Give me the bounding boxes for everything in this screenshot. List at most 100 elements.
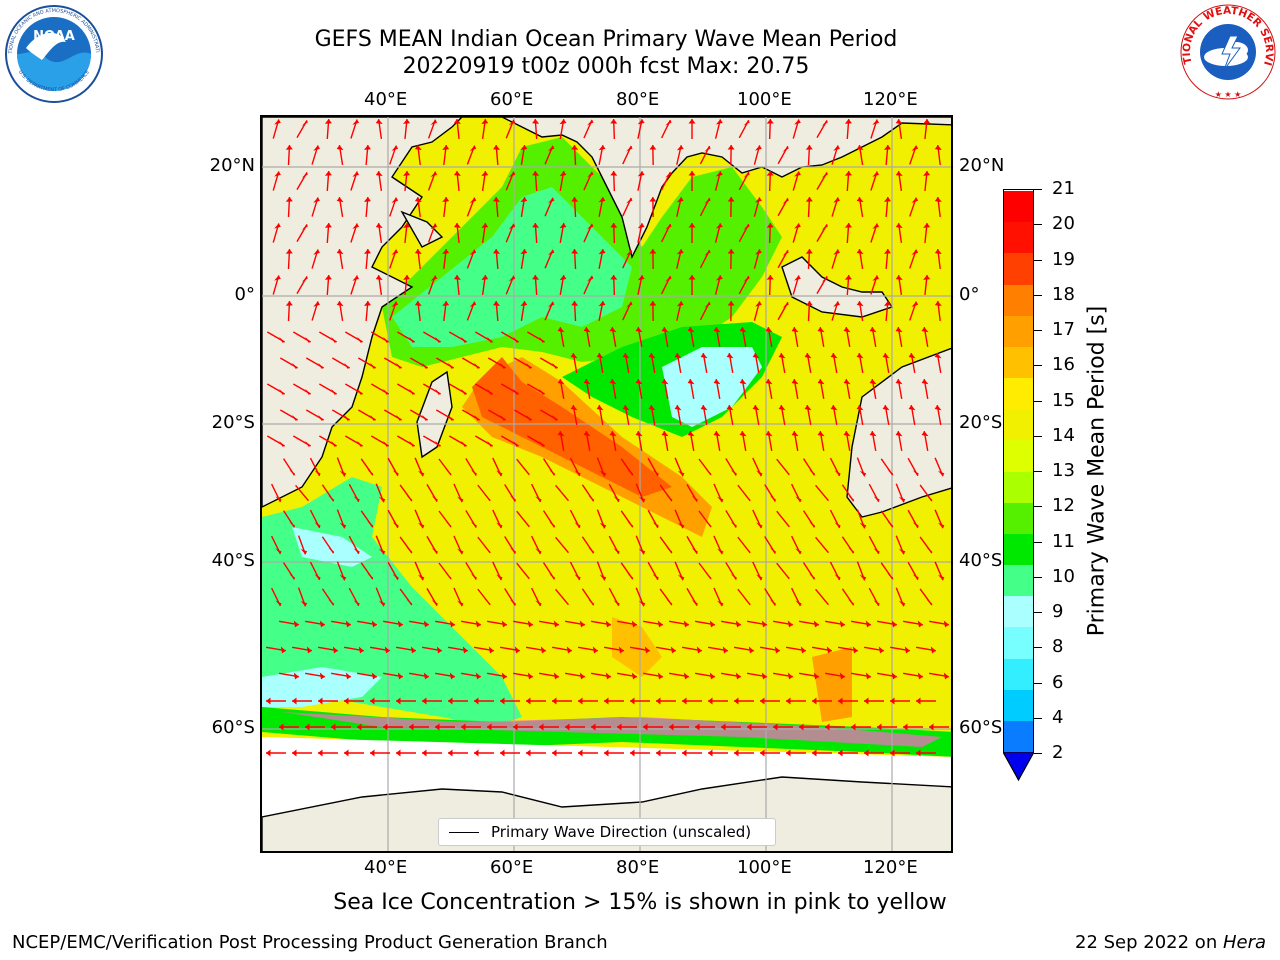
wave-arrow-head — [821, 172, 828, 178]
wave-arrow-head — [817, 431, 825, 437]
wave-arrow-head — [833, 301, 840, 307]
wave-arrow-head — [547, 301, 555, 308]
wave-arrow-head — [513, 723, 518, 731]
wave-arrow-head — [493, 197, 501, 202]
wave-arrow-head — [496, 470, 503, 477]
wave-arrow-head — [766, 275, 774, 280]
wave-arrow-head — [417, 574, 425, 581]
wave-arrow-head — [630, 749, 635, 757]
wave-arrow-head — [442, 197, 450, 202]
wave-arrow-head — [285, 249, 293, 254]
wave-arrow-head — [717, 600, 724, 607]
wave-arrow-head — [726, 353, 734, 359]
wave-arrow-head — [682, 749, 687, 757]
wave-arrow-head — [895, 171, 903, 177]
wave-arrow-head — [773, 723, 778, 731]
wave-arrow-head — [727, 197, 735, 202]
wave-arrow-head — [539, 388, 545, 395]
wave-arrow-head — [314, 522, 321, 528]
wave-period-map — [262, 117, 951, 851]
wave-arrow-head — [783, 469, 790, 475]
wave-arrow-head — [877, 723, 882, 731]
wave-arrow-head — [838, 697, 843, 705]
wave-arrow-head — [743, 172, 750, 178]
wave-arrow-head — [869, 379, 877, 385]
wave-arrow-head — [587, 275, 594, 282]
wave-arrow-head — [627, 469, 634, 476]
wave-arrow-head — [566, 646, 572, 654]
wave-arrow-head — [704, 302, 711, 308]
wave-arrow-head — [305, 723, 310, 731]
wave-arrow-head — [599, 574, 607, 581]
wave-arrow-head — [917, 672, 923, 680]
wave-arrow-head — [552, 362, 558, 369]
wave-arrow-head — [535, 496, 542, 502]
wave-arrow-head — [501, 620, 507, 628]
cyan-patch-sw — [292, 527, 372, 567]
wave-arrow-head — [469, 197, 477, 204]
wave-arrow-head — [461, 336, 467, 343]
wave-arrow-head — [457, 496, 464, 503]
wave-arrow-head — [344, 749, 349, 757]
wave-arrow-head — [344, 362, 350, 369]
wave-arrow-head — [513, 388, 519, 395]
wave-arrow-head — [921, 379, 929, 385]
wave-arrow-head — [715, 223, 723, 229]
wave-arrow-head — [695, 723, 700, 731]
lon-label-top-60e: 60°E — [490, 89, 534, 110]
wave-arrow-head — [717, 496, 724, 503]
wave-arrow-head — [833, 249, 840, 255]
colorbar-tick — [1034, 435, 1042, 437]
colorbar-tick — [1034, 506, 1042, 508]
wave-arrow-head — [375, 119, 383, 125]
wave-arrow-head — [878, 646, 884, 654]
wave-arrow-head — [457, 548, 464, 555]
wave-arrow-head — [313, 301, 320, 307]
wave-arrow-head — [839, 620, 845, 628]
wave-arrow-head — [713, 379, 721, 385]
wave-arrow-head — [704, 146, 711, 152]
wave-arrow-head — [821, 276, 828, 282]
wave-arrow-head — [289, 469, 295, 476]
wave-arrow-head — [574, 574, 581, 580]
colorbar-tick — [1034, 189, 1042, 190]
wave-arrow-head — [453, 119, 461, 124]
wave-arrow-head — [734, 749, 739, 757]
wave-arrow-head — [587, 223, 594, 230]
wave-arrow-head — [266, 697, 271, 705]
colorbar-segment — [1004, 626, 1033, 659]
wave-arrow-head — [591, 723, 596, 731]
colorbar-tick-label: 12 — [1052, 495, 1075, 517]
wave-arrow-head — [403, 223, 411, 228]
wave-arrow-head — [293, 672, 299, 680]
wave-arrow-head — [493, 145, 501, 150]
wave-arrow-head — [344, 697, 349, 705]
colorbar-tick-label: 2 — [1052, 742, 1064, 763]
arabian-peninsula-land — [400, 210, 444, 248]
wave-arrow-head — [414, 301, 422, 306]
wave-arrow-head — [461, 723, 466, 731]
wave-arrow-head — [649, 249, 657, 254]
wave-arrow-head — [598, 145, 606, 151]
wave-arrow-head — [414, 249, 422, 254]
wave-arrow-head — [378, 496, 386, 503]
wave-arrow-head — [324, 275, 332, 280]
wave-arrow-head — [622, 405, 630, 411]
wave-arrow-head — [588, 547, 594, 554]
wave-arrow-head — [352, 171, 360, 177]
wave-arrow-head — [926, 547, 933, 554]
wave-arrow-head — [314, 470, 321, 476]
wave-arrow-head — [898, 496, 906, 503]
wave-arrow-head — [336, 145, 344, 151]
wave-arrow-head — [704, 250, 711, 256]
wave-arrow-head — [883, 301, 891, 306]
wave-arrow-head — [496, 574, 503, 581]
wave-arrow-head — [649, 197, 657, 202]
wave-arrow-head — [688, 223, 696, 228]
colorbar-tick — [1034, 259, 1042, 261]
wave-arrow-head — [430, 171, 438, 178]
wave-arrow-head — [674, 353, 682, 359]
wave-arrow-head — [470, 573, 477, 580]
wave-arrow-head — [865, 672, 871, 680]
colorbar-tick — [1034, 717, 1042, 719]
